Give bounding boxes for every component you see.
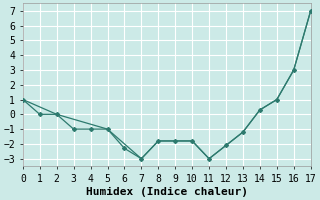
X-axis label: Humidex (Indice chaleur): Humidex (Indice chaleur): [86, 186, 248, 197]
